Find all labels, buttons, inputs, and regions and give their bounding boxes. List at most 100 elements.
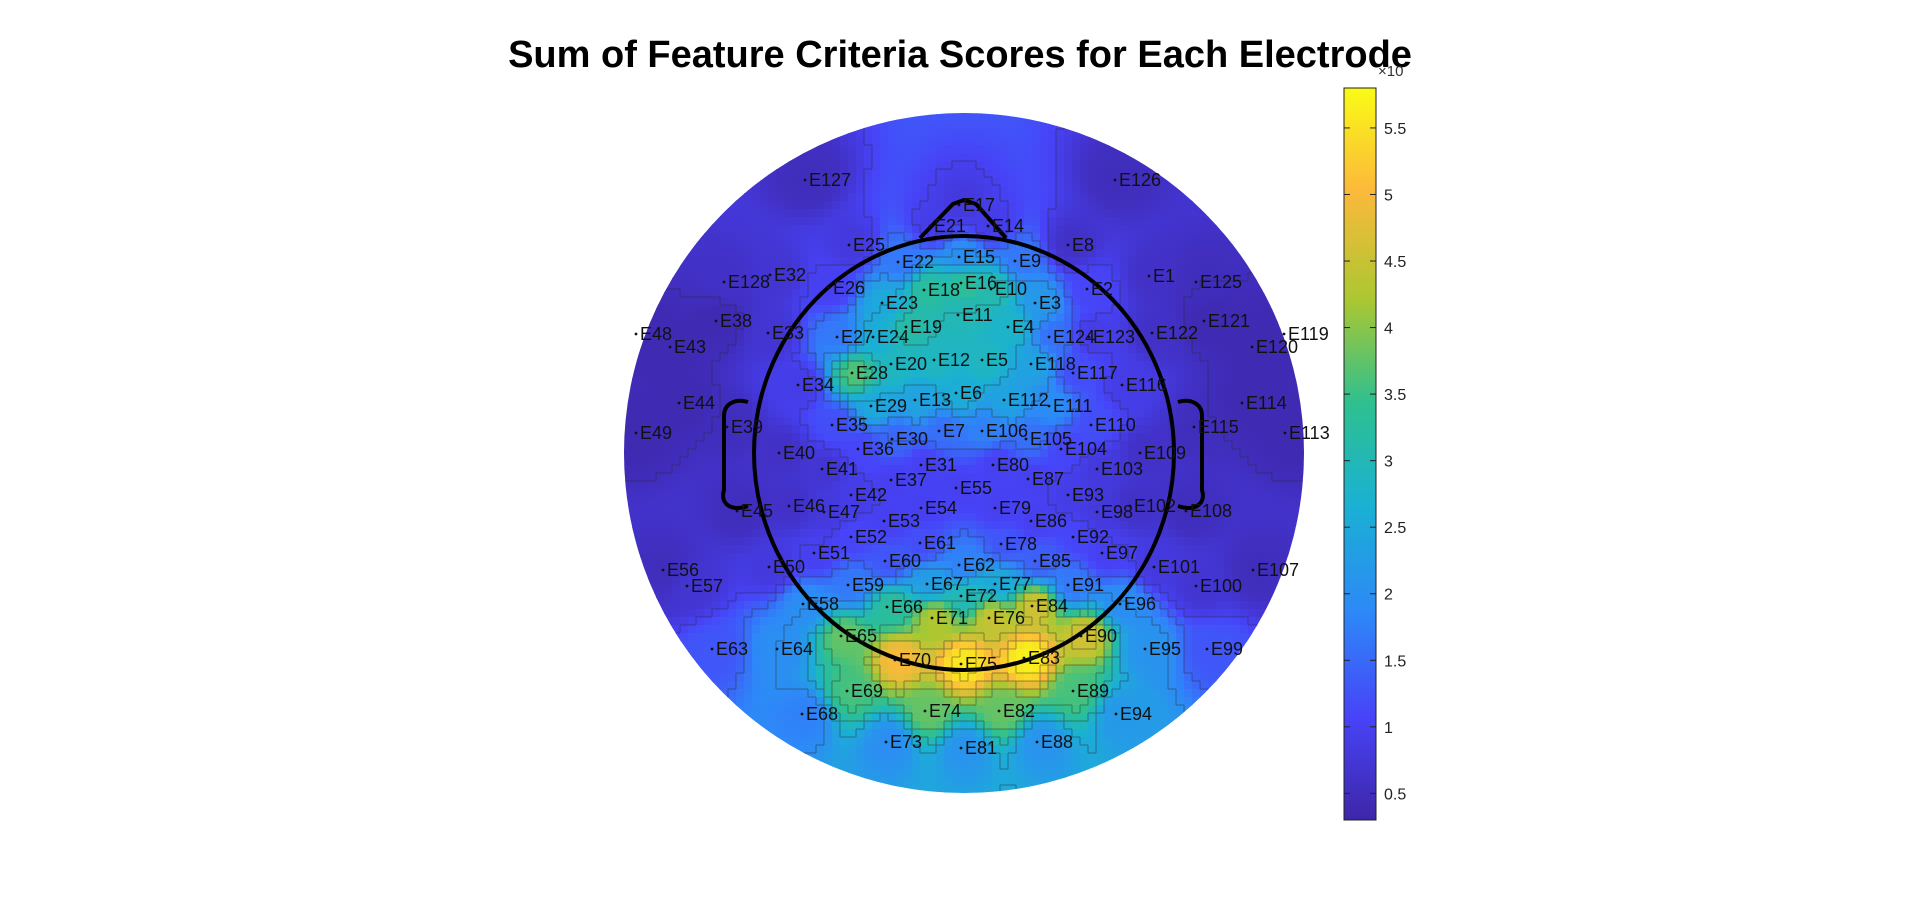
heatmap-cell	[832, 617, 841, 626]
heatmap-cell	[1104, 257, 1113, 266]
heatmap-cell	[888, 569, 897, 578]
heatmap-cell	[992, 385, 1001, 394]
heatmap-cell	[824, 441, 833, 450]
heatmap-cell	[936, 129, 945, 138]
heatmap-cell	[720, 513, 729, 522]
heatmap-cell	[1176, 377, 1185, 386]
heatmap-cell	[984, 177, 993, 186]
heatmap-cell	[960, 513, 969, 522]
heatmap-cell	[816, 297, 825, 306]
heatmap-cell	[896, 561, 905, 570]
heatmap-cell	[832, 633, 841, 642]
heatmap-cell	[1000, 209, 1009, 218]
heatmap-cell	[1096, 217, 1105, 226]
heatmap-cell	[712, 617, 721, 626]
heatmap-cell	[936, 345, 945, 354]
heatmap-cell	[1208, 385, 1217, 394]
heatmap-cell	[1008, 233, 1017, 242]
heatmap-cell	[752, 209, 761, 218]
heatmap-cell	[1016, 489, 1025, 498]
heatmap-cell	[792, 225, 801, 234]
heatmap-cell	[1224, 329, 1233, 338]
heatmap-cell	[1064, 249, 1073, 258]
heatmap-cell	[776, 633, 785, 642]
heatmap-cell	[712, 609, 721, 618]
heatmap-cell	[976, 273, 985, 282]
heatmap-cell	[656, 433, 665, 442]
heatmap-cell	[1136, 345, 1145, 354]
heatmap-cell	[640, 489, 649, 498]
heatmap-cell	[1032, 625, 1041, 634]
heatmap-cell	[1192, 505, 1201, 514]
heatmap-cell	[1032, 385, 1041, 394]
heatmap-cell	[1048, 393, 1057, 402]
heatmap-cell	[832, 225, 841, 234]
heatmap-cell	[1000, 273, 1009, 282]
heatmap-cell	[1144, 417, 1153, 426]
heatmap-cell	[752, 321, 761, 330]
heatmap-cell	[1256, 361, 1265, 370]
heatmap-cell	[1104, 497, 1113, 506]
heatmap-cell	[1232, 417, 1241, 426]
heatmap-cell	[1024, 329, 1033, 338]
heatmap-cell	[752, 337, 761, 346]
heatmap-cell	[1176, 569, 1185, 578]
heatmap-cell	[1016, 633, 1025, 642]
heatmap-cell	[704, 601, 713, 610]
heatmap-cell	[912, 537, 921, 546]
heatmap-cell	[1152, 449, 1161, 458]
heatmap-cell	[1208, 545, 1217, 554]
heatmap-cell	[920, 529, 929, 538]
heatmap-cell	[1176, 177, 1185, 186]
heatmap-cell	[928, 297, 937, 306]
heatmap-cell	[832, 481, 841, 490]
heatmap-cell	[1040, 545, 1049, 554]
heatmap-cell	[1048, 145, 1057, 154]
heatmap-cell	[912, 177, 921, 186]
heatmap-cell	[856, 289, 865, 298]
heatmap-cell	[760, 257, 769, 266]
heatmap-cell	[848, 161, 857, 170]
heatmap-cell	[1200, 417, 1209, 426]
heatmap-cell	[984, 201, 993, 210]
heatmap-cell	[744, 617, 753, 626]
heatmap-cell	[992, 513, 1001, 522]
heatmap-cell	[776, 377, 785, 386]
heatmap-cell	[696, 457, 705, 466]
heatmap-cell	[1056, 209, 1065, 218]
heatmap-cell	[1248, 369, 1257, 378]
heatmap-cell	[896, 633, 905, 642]
heatmap-cell	[1192, 641, 1201, 650]
heatmap-cell	[960, 593, 969, 602]
heatmap-cell	[816, 545, 825, 554]
heatmap-cell	[1032, 249, 1041, 258]
heatmap-cell	[672, 569, 681, 578]
heatmap-cell	[1040, 289, 1049, 298]
heatmap-cell	[792, 417, 801, 426]
heatmap-cell	[1184, 257, 1193, 266]
heatmap-cell	[1152, 409, 1161, 418]
heatmap-cell	[1120, 193, 1129, 202]
heatmap-cell	[656, 369, 665, 378]
heatmap-cell	[864, 465, 873, 474]
heatmap-cell	[864, 449, 873, 458]
heatmap-cell	[784, 433, 793, 442]
heatmap-cell	[1104, 233, 1113, 242]
heatmap-cell	[968, 401, 977, 410]
heatmap-cell	[648, 361, 657, 370]
heatmap-cell	[872, 433, 881, 442]
heatmap-cell	[920, 129, 929, 138]
heatmap-cell	[1144, 377, 1153, 386]
heatmap-cell	[1160, 185, 1169, 194]
heatmap-cell	[944, 449, 953, 458]
heatmap-cell	[1072, 489, 1081, 498]
heatmap-cell	[944, 313, 953, 322]
heatmap-cell	[1064, 169, 1073, 178]
heatmap-cell	[920, 433, 929, 442]
heatmap-cell	[1144, 521, 1153, 530]
heatmap-cell	[1080, 441, 1089, 450]
heatmap-cell	[832, 129, 841, 138]
heatmap-cell	[640, 385, 649, 394]
heatmap-cell	[1016, 617, 1025, 626]
heatmap-cell	[856, 257, 865, 266]
